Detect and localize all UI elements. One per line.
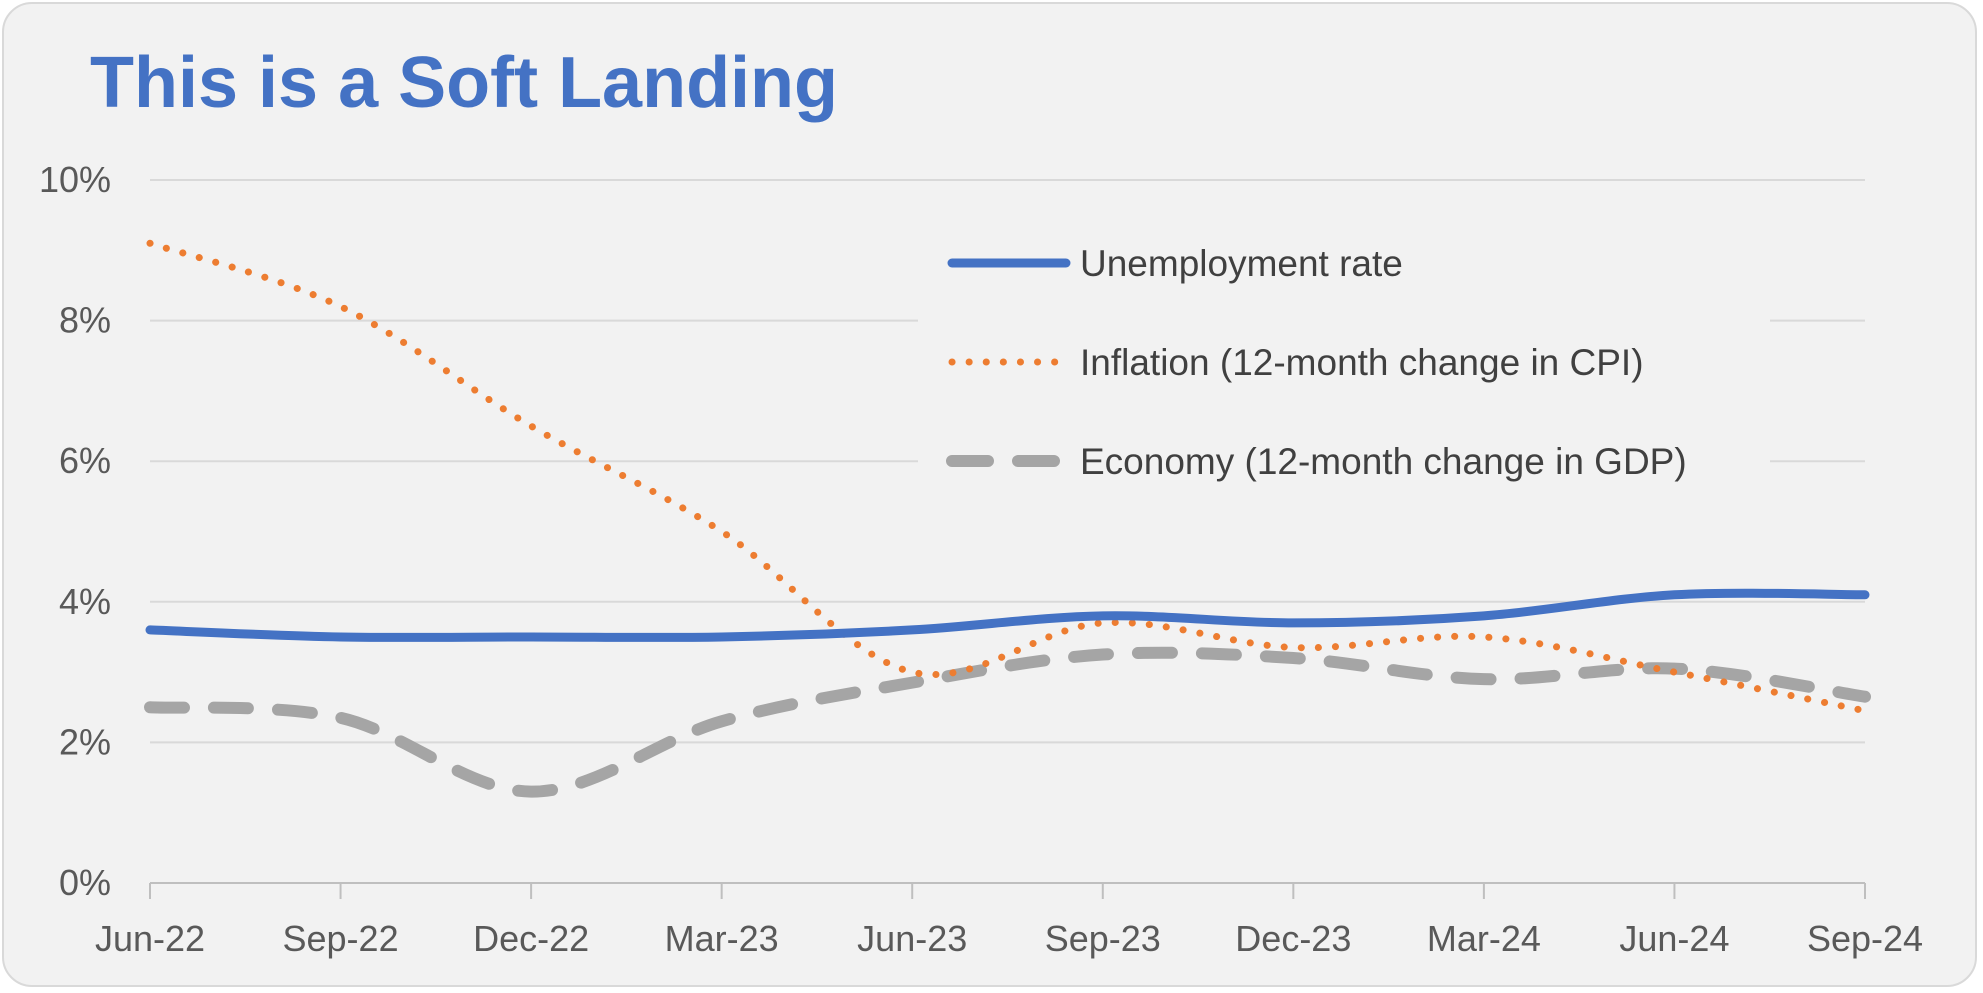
x-tick-label: Jun-23 [857, 918, 967, 959]
chart-title: This is a Soft Landing [90, 43, 839, 123]
y-tick-label: 0% [59, 862, 111, 903]
y-tick-label: 2% [59, 721, 111, 762]
legend-label: Unemployment rate [1080, 243, 1403, 284]
x-tick-label: Dec-23 [1235, 918, 1351, 959]
series-line-unemployment [145, 588, 1870, 642]
legend-label: Inflation (12-month change in CPI) [1080, 342, 1644, 383]
x-tick-label: Mar-23 [665, 918, 779, 959]
legend-label: Economy (12-month change in GDP) [1080, 441, 1687, 482]
x-tick-label: Mar-24 [1427, 918, 1541, 959]
x-tick-label: Sep-23 [1045, 918, 1161, 959]
x-tick-label: Sep-22 [283, 918, 399, 959]
x-tick-label: Sep-24 [1807, 918, 1923, 959]
y-tick-label: 8% [59, 300, 111, 341]
x-tick-label: Jun-24 [1619, 918, 1729, 959]
series-line-economy [144, 646, 1871, 798]
x-tick-label: Jun-22 [95, 918, 205, 959]
y-tick-label: 10% [39, 159, 111, 200]
x-tick-label: Dec-22 [473, 918, 589, 959]
y-tick-label: 4% [59, 581, 111, 622]
legend-box [918, 232, 1770, 490]
y-tick-label: 6% [59, 440, 111, 481]
series-line-inflation [146, 239, 1869, 715]
